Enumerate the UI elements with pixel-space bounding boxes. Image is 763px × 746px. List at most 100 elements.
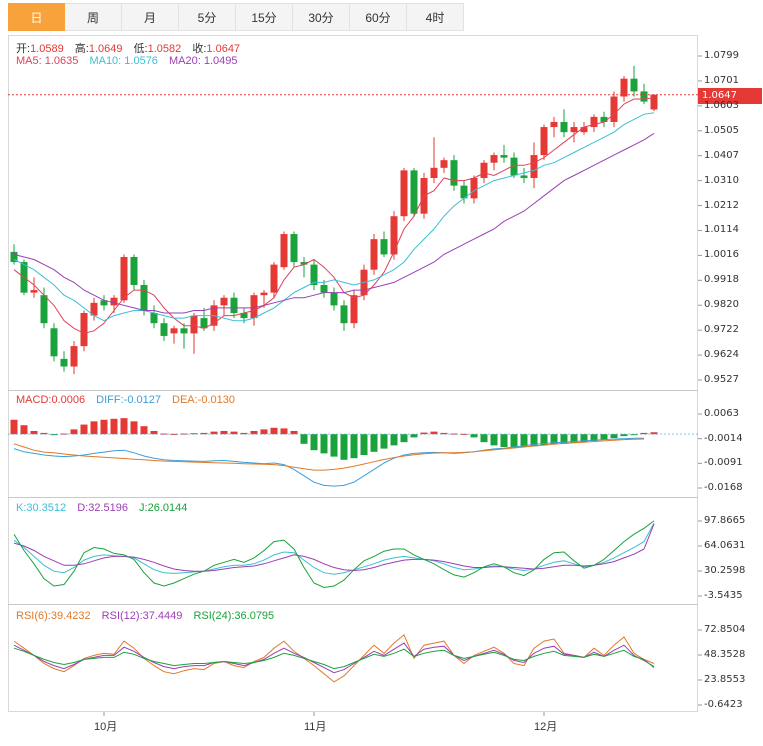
ma5-legend: MA5: 1.0635 (16, 55, 79, 67)
ma10-line (13, 112, 655, 322)
x-axis-label: 10月 (94, 721, 118, 733)
macd-bar (430, 431, 438, 435)
chart-frame (8, 35, 698, 712)
candle-body (280, 234, 288, 268)
high-value: 高:1.0649 (74, 43, 123, 55)
tab-60min[interactable]: 60分 (350, 3, 407, 31)
tab-day[interactable]: 日 (8, 3, 65, 31)
macd-bar (220, 430, 228, 435)
candle-body (170, 328, 178, 334)
x-axis-label: 11月 (304, 721, 327, 733)
candle-body (610, 96, 618, 122)
tab-15min[interactable]: 15分 (236, 3, 293, 31)
tab-week[interactable]: 周 (65, 3, 122, 31)
candle-body (60, 358, 68, 367)
candle-body (110, 297, 118, 306)
macd-bar (200, 432, 208, 435)
macd-axis-label: -0.0014 (704, 432, 743, 444)
macd-bar (490, 434, 498, 446)
rsi6-legend-value: RSI(6):39.4232 (16, 610, 91, 622)
price-axis-label: 0.9722 (704, 324, 739, 336)
candle-body (640, 91, 648, 102)
rsi24-legend-value: RSI(24):36.0795 (193, 610, 275, 622)
diff-legend-value: DIFF:-0.0127 (96, 394, 161, 406)
candle-body (460, 185, 468, 199)
macd-bar (240, 432, 248, 435)
candle-body (310, 264, 318, 285)
macd-legend-value: MACD:0.0006 (16, 394, 86, 406)
candle-body (410, 170, 418, 214)
rsi-legend: RSI(6):39.4232 RSI(12):37.4449 RSI(24):3… (16, 610, 282, 622)
macd-bar (250, 430, 258, 435)
macd-bar (370, 434, 378, 452)
macd-bar (640, 432, 648, 435)
macd-bar (260, 429, 268, 435)
candle-body (320, 284, 328, 293)
rsi24-line (13, 647, 655, 670)
candle-body (350, 295, 358, 324)
macd-bar (650, 432, 658, 435)
candle-body (120, 256, 128, 301)
tab-5min[interactable]: 5分 (179, 3, 236, 31)
macd-bar (480, 434, 488, 443)
dea-legend-value: DEA:-0.0130 (172, 394, 236, 406)
macd-bar (550, 434, 558, 445)
candle-body (270, 264, 278, 293)
macd-bar (70, 429, 78, 435)
macd-bar (280, 428, 288, 435)
candle-body (140, 284, 148, 311)
macd-bar (410, 434, 418, 438)
dea-line (13, 438, 645, 471)
macd-bar (390, 434, 398, 446)
ma5-line (13, 97, 655, 334)
price-axis-label: 1.0212 (704, 199, 739, 211)
k-legend-value: K:30.3512 (16, 502, 67, 514)
close-value: 收:1.0647 (192, 43, 241, 55)
macd-bar (300, 434, 308, 444)
candle-body (470, 178, 478, 199)
macd-bar (360, 434, 368, 456)
candle-body (180, 328, 188, 334)
candle-body (190, 315, 198, 334)
macd-bar (560, 434, 568, 444)
candle-body (570, 127, 578, 133)
macd-bar (540, 434, 548, 446)
tab-month[interactable]: 月 (122, 3, 179, 31)
macd-bar (40, 432, 48, 435)
candle-body (480, 162, 488, 179)
macd-bar (340, 434, 348, 460)
rsi6-line (13, 634, 655, 683)
candle-body (650, 94, 658, 110)
rsi12-legend-value: RSI(12):37.4449 (101, 610, 183, 622)
ma20-line (13, 132, 655, 314)
pane-separator (8, 497, 698, 498)
macd-bar (510, 434, 518, 448)
macd-axis-label: -0.0091 (704, 457, 743, 469)
macd-bar (120, 418, 128, 435)
candle-body (330, 292, 338, 306)
candle-body (440, 160, 448, 168)
rsi-axis-label: 72.8504 (704, 624, 746, 635)
candle-body (30, 290, 38, 293)
price-axis-label: 0.9624 (704, 349, 739, 361)
candle-body (600, 116, 608, 122)
candle-body (560, 121, 568, 133)
candle-body (240, 313, 248, 319)
macd-bar (20, 425, 28, 435)
macd-bar (600, 434, 608, 440)
macd-bar (620, 434, 628, 437)
candle-body (500, 155, 508, 158)
macd-bar (10, 419, 18, 435)
tab-30min[interactable]: 30分 (293, 3, 350, 31)
tab-4hour[interactable]: 4时 (407, 3, 464, 31)
candle-body (70, 346, 78, 367)
macd-bar (30, 430, 38, 435)
macd-bar (150, 430, 158, 435)
open-value: 开:1.0589 (16, 43, 64, 55)
candle-body (250, 295, 258, 319)
price-axis-label: 1.0603 (704, 99, 739, 111)
candle-body (90, 302, 98, 316)
rsi-axis-label: -0.6423 (704, 699, 743, 710)
candle-body (620, 78, 628, 97)
